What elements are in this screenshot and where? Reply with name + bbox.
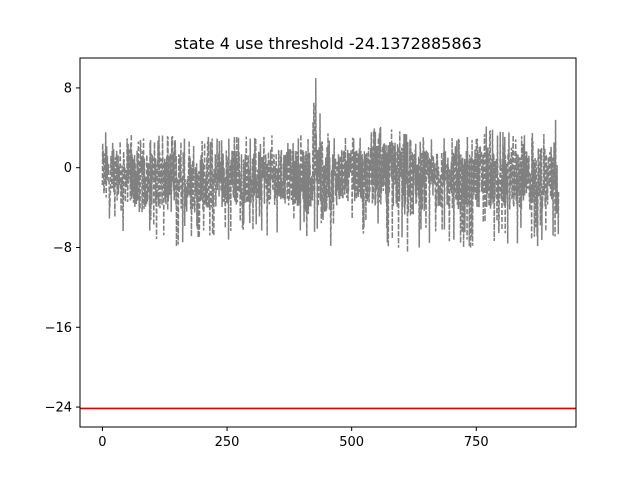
y-tick-label: −16 — [45, 321, 72, 336]
x-tick-label: 0 — [98, 435, 106, 450]
y-tick-label: −8 — [53, 241, 72, 256]
chart-title: state 4 use threshold -24.1372885863 — [174, 34, 482, 53]
series-trace-0 — [101, 78, 560, 253]
x-tick-label: 500 — [339, 435, 364, 450]
plot-frame — [79, 57, 577, 428]
y-tick-label: 0 — [64, 161, 72, 176]
x-tick-label: 250 — [215, 435, 240, 450]
y-axis: 8 0 −8 −16 −24 — [45, 81, 80, 416]
plot-layer — [80, 78, 576, 410]
x-axis: 0 250 500 750 — [98, 427, 489, 450]
y-tick-label: −24 — [45, 401, 72, 416]
y-tick-label: 8 — [64, 81, 72, 96]
x-tick-label: 750 — [464, 435, 489, 450]
